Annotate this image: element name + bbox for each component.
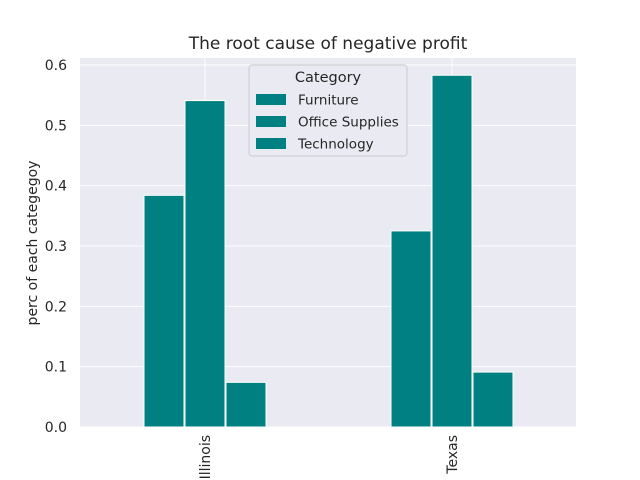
bar-technology-illinois bbox=[225, 381, 267, 428]
y-tick-label: 0.2 bbox=[45, 299, 67, 315]
legend-label: Office Supplies bbox=[298, 115, 399, 131]
y-tick-label: 0.4 bbox=[45, 179, 67, 195]
x-tick-label: Illinois bbox=[198, 435, 214, 479]
bar-office-supplies-texas bbox=[431, 74, 473, 428]
y-tick-label: 0.0 bbox=[45, 420, 67, 436]
legend-label: Technology bbox=[297, 137, 374, 153]
legend-frame bbox=[248, 64, 408, 157]
legend-swatch bbox=[256, 116, 286, 127]
y-tick-label: 0.1 bbox=[45, 360, 67, 376]
y-tick-label: 0.3 bbox=[45, 239, 67, 255]
y-tick-label: 0.5 bbox=[45, 118, 67, 134]
bar-furniture-illinois bbox=[143, 194, 185, 428]
bar-technology-texas bbox=[472, 371, 514, 428]
y-axis-ticks: 0.0 0.1 0.2 0.3 0.4 0.5 0.6 bbox=[45, 58, 67, 436]
chart-title: The root cause of negative profit bbox=[188, 34, 468, 54]
legend-label: Furniture bbox=[298, 93, 359, 109]
legend-swatch bbox=[256, 138, 286, 149]
legend: Category Furniture Office Supplies Technol… bbox=[248, 64, 408, 157]
bars bbox=[143, 74, 514, 428]
y-axis-label: perc of each categegoy bbox=[25, 161, 41, 326]
x-tick-label: Texas bbox=[445, 435, 461, 475]
x-axis-ticks: Illinois Texas bbox=[198, 435, 461, 479]
legend-swatch bbox=[256, 94, 286, 105]
bar-office-supplies-illinois bbox=[184, 100, 226, 428]
legend-title: Category bbox=[295, 70, 362, 86]
y-tick-label: 0.6 bbox=[45, 58, 67, 74]
bar-furniture-texas bbox=[390, 230, 432, 428]
